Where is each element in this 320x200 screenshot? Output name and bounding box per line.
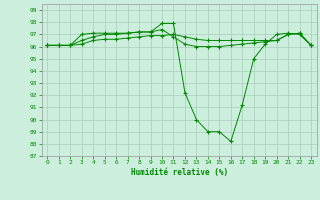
X-axis label: Humidité relative (%): Humidité relative (%): [131, 168, 228, 177]
